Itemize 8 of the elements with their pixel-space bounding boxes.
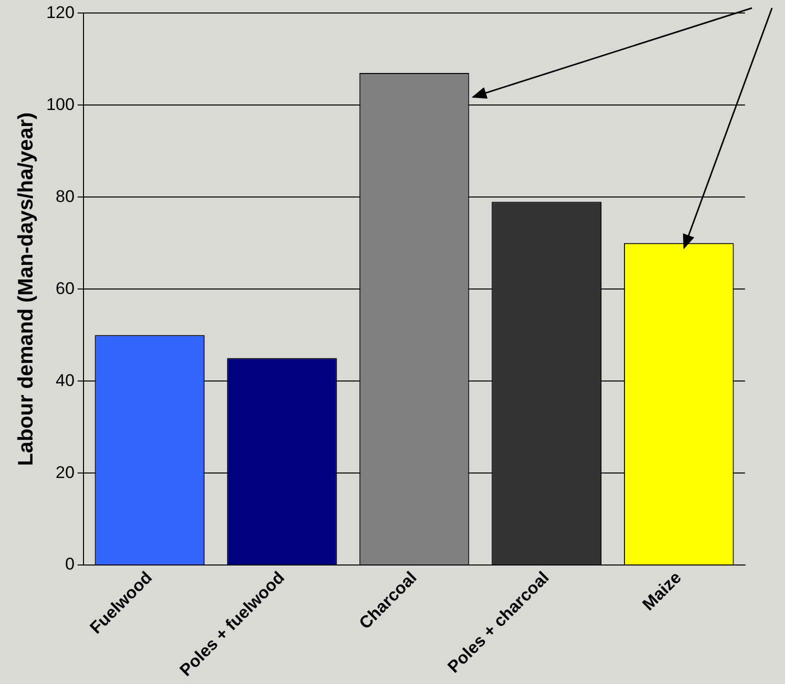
y-tick-label: 20 <box>56 462 75 482</box>
y-tick-label: 100 <box>46 94 75 114</box>
y-tick-label: 40 <box>56 370 75 390</box>
y-tick-label: 120 <box>46 2 75 22</box>
y-tick-label: 0 <box>65 554 75 574</box>
y-axis-title: Labour demand (Man-days/ha/year) <box>14 112 38 466</box>
y-tick-label: 80 <box>56 186 75 206</box>
y-tick-label: 60 <box>56 278 75 298</box>
